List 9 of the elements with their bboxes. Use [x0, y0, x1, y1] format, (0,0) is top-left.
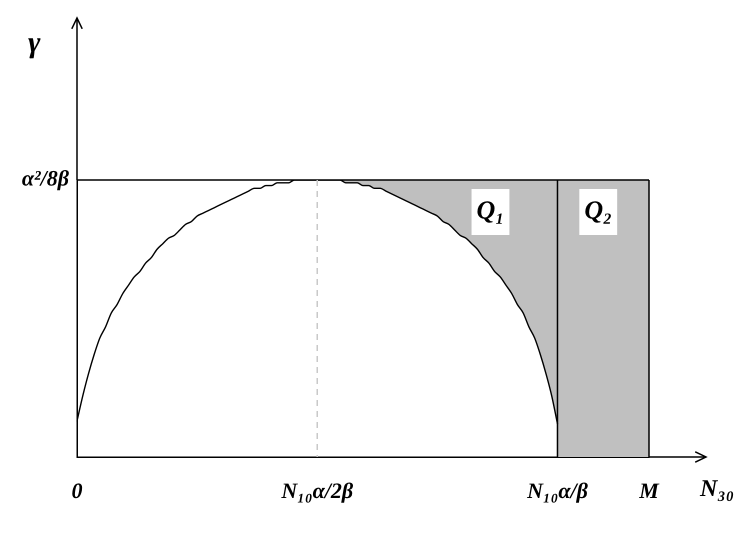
x-tick-label: N₁₀α/β	[526, 478, 589, 503]
ref-line-label: α²/8β	[22, 166, 70, 191]
annotation: Q₁	[476, 196, 504, 225]
y-axis-title: γ	[28, 26, 40, 59]
x-tick-label: M	[638, 478, 660, 503]
x-tick-label: N₁₀α/2β	[280, 478, 354, 503]
x-tick-label: 0	[72, 478, 82, 503]
band-label: Q₂	[584, 196, 612, 225]
x-axis-title: N₃₀	[700, 476, 734, 502]
